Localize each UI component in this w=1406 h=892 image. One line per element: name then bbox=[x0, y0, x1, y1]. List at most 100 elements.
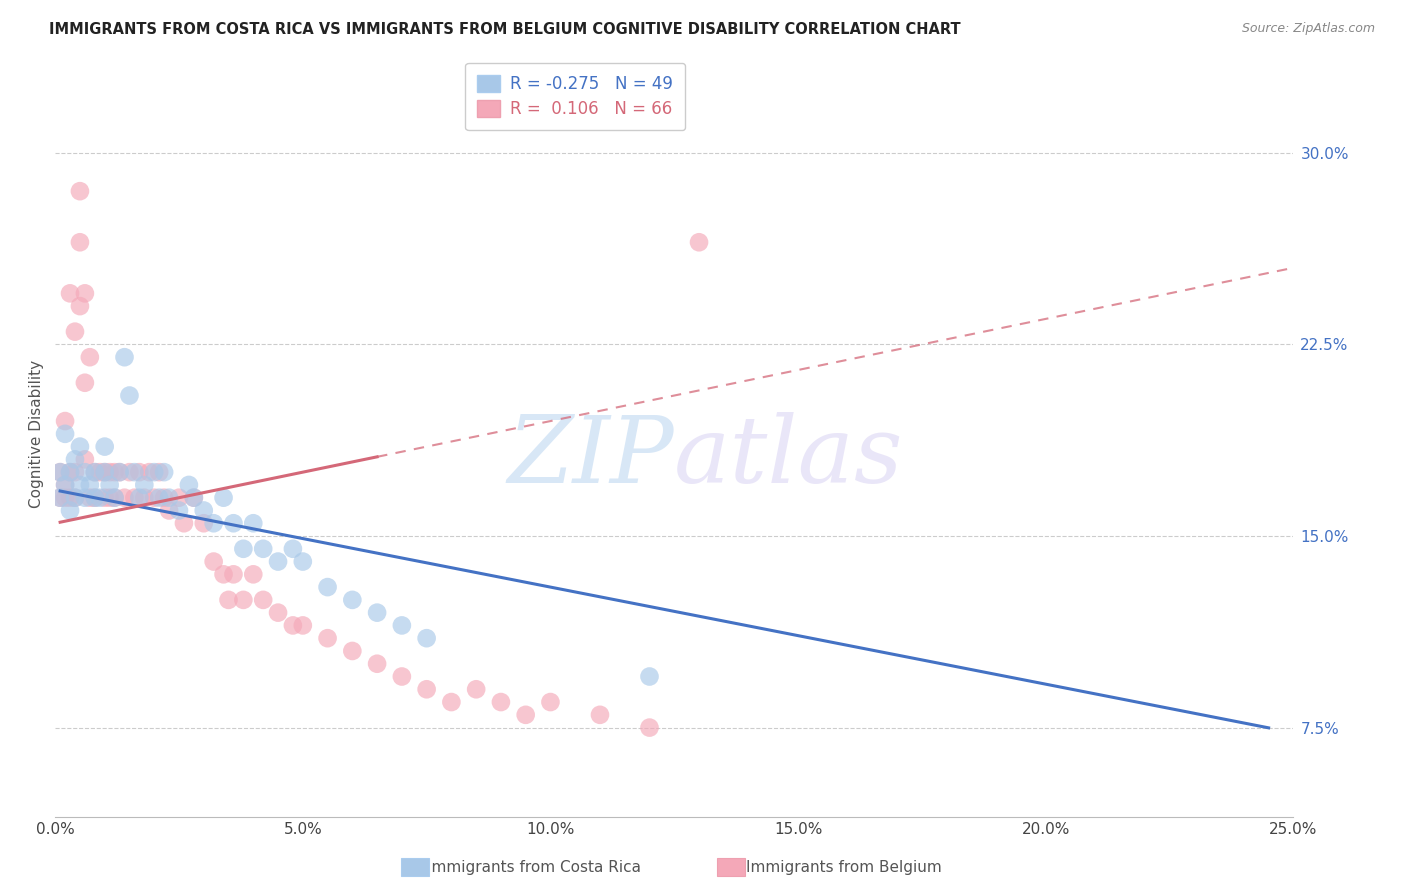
Point bbox=[108, 465, 131, 479]
Point bbox=[134, 478, 156, 492]
Point bbox=[366, 657, 388, 671]
Text: IMMIGRANTS FROM COSTA RICA VS IMMIGRANTS FROM BELGIUM COGNITIVE DISABILITY CORRE: IMMIGRANTS FROM COSTA RICA VS IMMIGRANTS… bbox=[49, 22, 960, 37]
Point bbox=[69, 478, 91, 492]
Point bbox=[232, 541, 254, 556]
Point bbox=[222, 516, 245, 531]
Point bbox=[93, 491, 115, 505]
Point bbox=[49, 491, 72, 505]
Point bbox=[212, 491, 235, 505]
Point bbox=[193, 516, 215, 531]
Point bbox=[183, 491, 205, 505]
Point bbox=[49, 465, 72, 479]
Text: Immigrants from Costa Rica: Immigrants from Costa Rica bbox=[427, 860, 641, 874]
Point bbox=[242, 516, 264, 531]
Point bbox=[69, 299, 91, 313]
Point bbox=[63, 325, 86, 339]
Point bbox=[540, 695, 562, 709]
Point bbox=[69, 235, 91, 250]
Point bbox=[281, 541, 304, 556]
Point bbox=[440, 695, 463, 709]
Point bbox=[59, 491, 82, 505]
Point bbox=[98, 465, 121, 479]
Point bbox=[157, 503, 180, 517]
Point bbox=[391, 618, 413, 632]
Point bbox=[138, 465, 160, 479]
Point bbox=[59, 286, 82, 301]
Point bbox=[118, 465, 141, 479]
Point bbox=[177, 478, 200, 492]
Text: ZIP: ZIP bbox=[508, 412, 675, 502]
Point bbox=[53, 414, 76, 428]
Point bbox=[415, 682, 437, 697]
Point bbox=[366, 606, 388, 620]
Point bbox=[167, 503, 190, 517]
Point bbox=[134, 491, 156, 505]
Point bbox=[73, 491, 96, 505]
Point bbox=[59, 503, 82, 517]
Point bbox=[104, 465, 127, 479]
Point bbox=[173, 516, 195, 531]
Point bbox=[153, 465, 176, 479]
Point bbox=[53, 426, 76, 441]
Point bbox=[79, 478, 101, 492]
Point bbox=[148, 491, 170, 505]
Point bbox=[59, 465, 82, 479]
Point bbox=[89, 465, 111, 479]
Point bbox=[316, 580, 339, 594]
Point bbox=[83, 465, 105, 479]
Point bbox=[124, 465, 146, 479]
Text: atlas: atlas bbox=[675, 412, 904, 502]
Point bbox=[128, 491, 150, 505]
Point bbox=[316, 631, 339, 645]
Point bbox=[108, 465, 131, 479]
Point bbox=[291, 555, 314, 569]
Point bbox=[222, 567, 245, 582]
Point bbox=[212, 567, 235, 582]
Point bbox=[114, 350, 136, 364]
Point bbox=[638, 721, 661, 735]
Point bbox=[93, 465, 115, 479]
Point bbox=[342, 644, 364, 658]
Point bbox=[73, 286, 96, 301]
Point bbox=[79, 491, 101, 505]
Point bbox=[267, 606, 290, 620]
Point bbox=[252, 593, 274, 607]
Point bbox=[63, 491, 86, 505]
Point bbox=[489, 695, 512, 709]
Point bbox=[53, 478, 76, 492]
Point bbox=[73, 452, 96, 467]
Point bbox=[589, 707, 612, 722]
Point bbox=[73, 376, 96, 390]
Point bbox=[63, 465, 86, 479]
Text: Immigrants from Belgium: Immigrants from Belgium bbox=[745, 860, 942, 874]
Point bbox=[89, 491, 111, 505]
Point bbox=[342, 593, 364, 607]
Point bbox=[98, 491, 121, 505]
Point bbox=[202, 555, 225, 569]
Point bbox=[124, 491, 146, 505]
Point bbox=[79, 350, 101, 364]
Point bbox=[157, 491, 180, 505]
Point bbox=[69, 184, 91, 198]
Point bbox=[49, 465, 72, 479]
Point bbox=[638, 669, 661, 683]
Point bbox=[252, 541, 274, 556]
Point bbox=[218, 593, 240, 607]
Point bbox=[202, 516, 225, 531]
Point bbox=[688, 235, 710, 250]
Point bbox=[143, 465, 166, 479]
Point bbox=[53, 491, 76, 505]
Point bbox=[93, 465, 115, 479]
Point bbox=[118, 388, 141, 402]
Point bbox=[104, 491, 127, 505]
Point bbox=[291, 618, 314, 632]
Point bbox=[242, 567, 264, 582]
Point bbox=[391, 669, 413, 683]
Point bbox=[63, 491, 86, 505]
Legend: R = -0.275   N = 49, R =  0.106   N = 66: R = -0.275 N = 49, R = 0.106 N = 66 bbox=[465, 62, 685, 130]
Point bbox=[267, 555, 290, 569]
Point bbox=[104, 491, 127, 505]
Point bbox=[415, 631, 437, 645]
Point bbox=[128, 465, 150, 479]
Point bbox=[83, 491, 105, 505]
